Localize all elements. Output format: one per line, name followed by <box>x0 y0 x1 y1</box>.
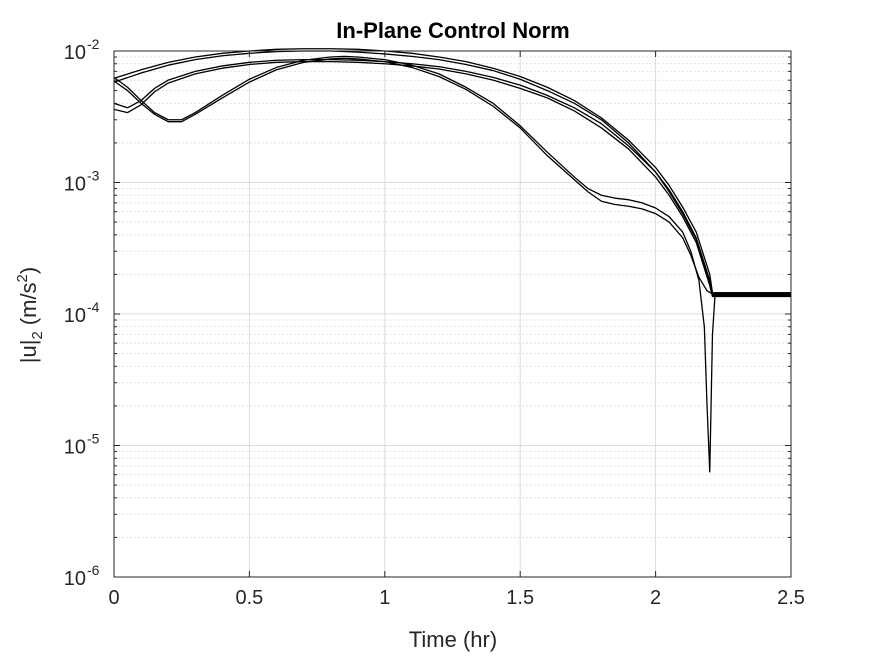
x-tick-label: 2.5 <box>777 587 805 609</box>
series-layer <box>113 48 791 473</box>
y-tick-label: 10 <box>64 437 86 459</box>
x-tick-label: 1.5 <box>506 587 534 609</box>
y-tick-label-exponent: -4 <box>87 299 100 315</box>
y-tick-label-exponent: -3 <box>87 168 100 184</box>
y-tick-label: 10 <box>64 174 86 196</box>
y-axis-label: |u|2(m/s2) <box>14 267 46 363</box>
tick-label-layer: 0 0.5 1 1.5 2 2.510-610-510-410-310-2 <box>64 36 805 609</box>
y-axis-label-unit-close: ) <box>16 267 41 274</box>
x-tick-label: 0.5 <box>235 587 263 609</box>
y-tick-label: 10 <box>64 568 86 590</box>
x-tick-label: 0 <box>108 587 119 609</box>
x-tick-label: 1 <box>379 587 390 609</box>
y-tick-label-exponent: -5 <box>87 431 100 447</box>
x-axis-label: Time (hr) <box>409 627 497 652</box>
series-line-1 <box>113 48 791 294</box>
y-tick-label-exponent: -6 <box>87 562 100 578</box>
x-tick-label: 2 <box>650 587 661 609</box>
y-axis-label-subscript: 2 <box>29 331 46 339</box>
series-line-5 <box>113 55 791 473</box>
grid-layer <box>113 50 792 578</box>
chart-title: In-Plane Control Norm <box>336 18 569 43</box>
y-tick-label: 10 <box>64 305 86 327</box>
axes-layer <box>113 50 792 578</box>
y-axis-label-unit: (m/s <box>16 282 41 325</box>
y-axis-label-norm: |u| <box>16 340 41 364</box>
series-line-4 <box>113 60 791 298</box>
series-line-2 <box>113 50 791 296</box>
series-line-6 <box>113 57 791 295</box>
y-tick-label-exponent: -2 <box>87 36 100 52</box>
series-line-3 <box>113 58 791 297</box>
y-tick-label: 10 <box>64 42 86 64</box>
y-axis-label-unit-superscript: 2 <box>14 274 31 282</box>
